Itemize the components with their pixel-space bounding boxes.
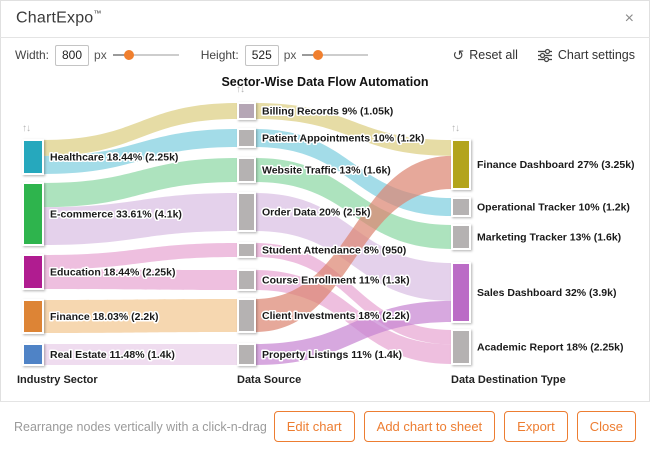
sankey-node-finance[interactable] [22,299,44,334]
export-button[interactable]: Export [504,411,568,442]
sankey-diagram: Healthcare 18.44% (2.25k) E-commerce 33.6… [22,102,636,366]
sankey-link-healthcare-patient [43,129,238,174]
height-slider-handle[interactable] [313,50,324,60]
sankey-node-label-order: Order Data 20% (2.5k) [262,207,371,219]
sankey-link-website-marketing [255,158,452,249]
rearrange-icon[interactable]: ↑↓ [236,84,245,95]
edit-chart-button[interactable]: Edit chart [273,411,355,442]
sankey-node-order[interactable] [237,192,256,232]
sankey-link-education-course [43,269,238,290]
sankey-node-label-healthcare: Healthcare 18.44% (2.25k) [50,152,178,164]
width-slider-track [112,54,179,56]
sankey-node-label-marketing: Marketing Tracker 13% (1.6k) [477,232,621,244]
sankey-node-label-ecommerce: E-commerce 33.61% (4.1k) [50,209,182,221]
reset-all-button[interactable]: ↺ Reset all [453,48,518,62]
sliders-icon [537,48,552,62]
sankey-link-realestate-property [43,344,238,365]
rearrange-icon[interactable]: ↑↓ [22,123,31,134]
sankey-link-education-student [43,243,238,270]
trademark-symbol: ™ [93,9,102,19]
chart-settings-label: Chart settings [557,48,635,62]
sankey-node-label-operational: Operational Tracker 10% (1.2k) [477,202,630,214]
sankey-node-label-patient: Patient Appointments 10% (1.2k) [262,133,424,145]
reset-all-label: Reset all [469,48,518,62]
sankey-node-label-salesdash: Sales Dashboard 32% (3.9k) [477,287,616,299]
sankey-node-label-academic: Academic Report 18% (2.25k) [477,342,623,354]
width-slider-handle[interactable] [123,50,134,60]
height-unit: px [283,48,297,62]
column-label-industry-sector: Industry Sector [17,374,98,386]
sankey-link-property-salesdash [255,300,452,365]
width-label: Width: [15,48,50,62]
sankey-node-client[interactable] [237,298,256,333]
reset-icon: ↺ [452,47,465,63]
sankey-node-label-website: Website Traffic 13% (1.6k) [262,165,391,177]
sankey-node-realestate[interactable] [22,343,44,366]
chart-title: Sector-Wise Data Flow Automation [221,75,429,89]
sankey-node-website[interactable] [237,157,256,183]
chart-settings-button[interactable]: Chart settings [537,48,635,63]
height-label: Height: [200,48,239,62]
sankey-node-label-client: Client Investments 18% (2.2k) [262,310,410,322]
sankey-node-salesdash[interactable] [451,262,471,323]
close-icon[interactable]: × [624,9,634,27]
sankey-node-marketing[interactable] [451,224,471,250]
toolbar: Width: px Height: px ↺ Reset all [0,38,650,72]
sankey-node-label-property: Property Listings 11% (1.4k) [262,349,402,361]
sankey-node-patient[interactable] [237,128,256,148]
height-slider-fill [302,54,318,56]
sankey-link-student-academic [255,243,452,345]
height-input[interactable] [244,44,279,66]
width-input[interactable] [55,44,90,66]
sankey-node-label-course: Course Enrollment 11% (1.3k) [262,275,410,287]
sankey-node-course[interactable] [237,269,256,291]
sankey-node-academic[interactable] [451,329,471,365]
dialog-header: ChartExpo™ × [0,0,650,38]
app-title: ChartExpo™ [16,9,102,27]
sankey-node-property[interactable] [237,343,256,366]
column-label-data-source: Data Source [237,374,302,386]
width-slider[interactable] [112,50,179,60]
sankey-node-ecommerce[interactable] [22,182,44,246]
width-unit: px [94,48,107,62]
sankey-node-label-financedash: Finance Dashboard 27% (3.25k) [477,159,635,171]
sankey-node-student[interactable] [237,242,256,258]
sankey-node-healthcare[interactable] [22,139,44,175]
sankey-link-client-financedash [255,155,452,332]
sankey-link-ecommerce-website [43,158,238,208]
sankey-link-billing-financedash [255,103,452,156]
sankey-node-financedash[interactable] [451,139,471,190]
close-button[interactable]: Close [576,411,636,442]
column-label-data-destination-type: Data Destination Type [451,374,566,386]
chart-area: Healthcare 18.44% (2.25k) E-commerce 33.6… [0,71,650,400]
sankey-node-label-billing: Billing Records 9% (1.05k) [262,106,393,118]
rearrange-icon[interactable]: ↑↓ [451,123,460,134]
height-slider[interactable] [302,50,369,60]
sankey-node-label-education: Education 18.44% (2.25k) [50,267,175,279]
sankey-node-label-student: Student Attendance 8% (950) [262,245,406,257]
sankey-node-billing[interactable] [237,102,256,120]
sankey-node-education[interactable] [22,254,44,290]
rearrange-hint: Rearrange nodes vertically with a click-… [14,419,267,434]
sankey-link-ecommerce-order [43,193,238,245]
footer: Rearrange nodes vertically with a click-… [0,401,650,451]
sankey-node-label-realestate: Real Estate 11.48% (1.4k) [50,349,175,361]
height-slider-track [302,54,369,56]
sankey-node-label-finance: Finance 18.03% (2.2k) [50,311,159,323]
width-slider-fill [112,54,128,56]
sankey-node-operational[interactable] [451,197,471,217]
sankey-link-healthcare-billing [43,103,238,156]
sankey-link-finance-client [43,299,238,333]
add-chart-to-sheet-button[interactable]: Add chart to sheet [363,411,496,442]
